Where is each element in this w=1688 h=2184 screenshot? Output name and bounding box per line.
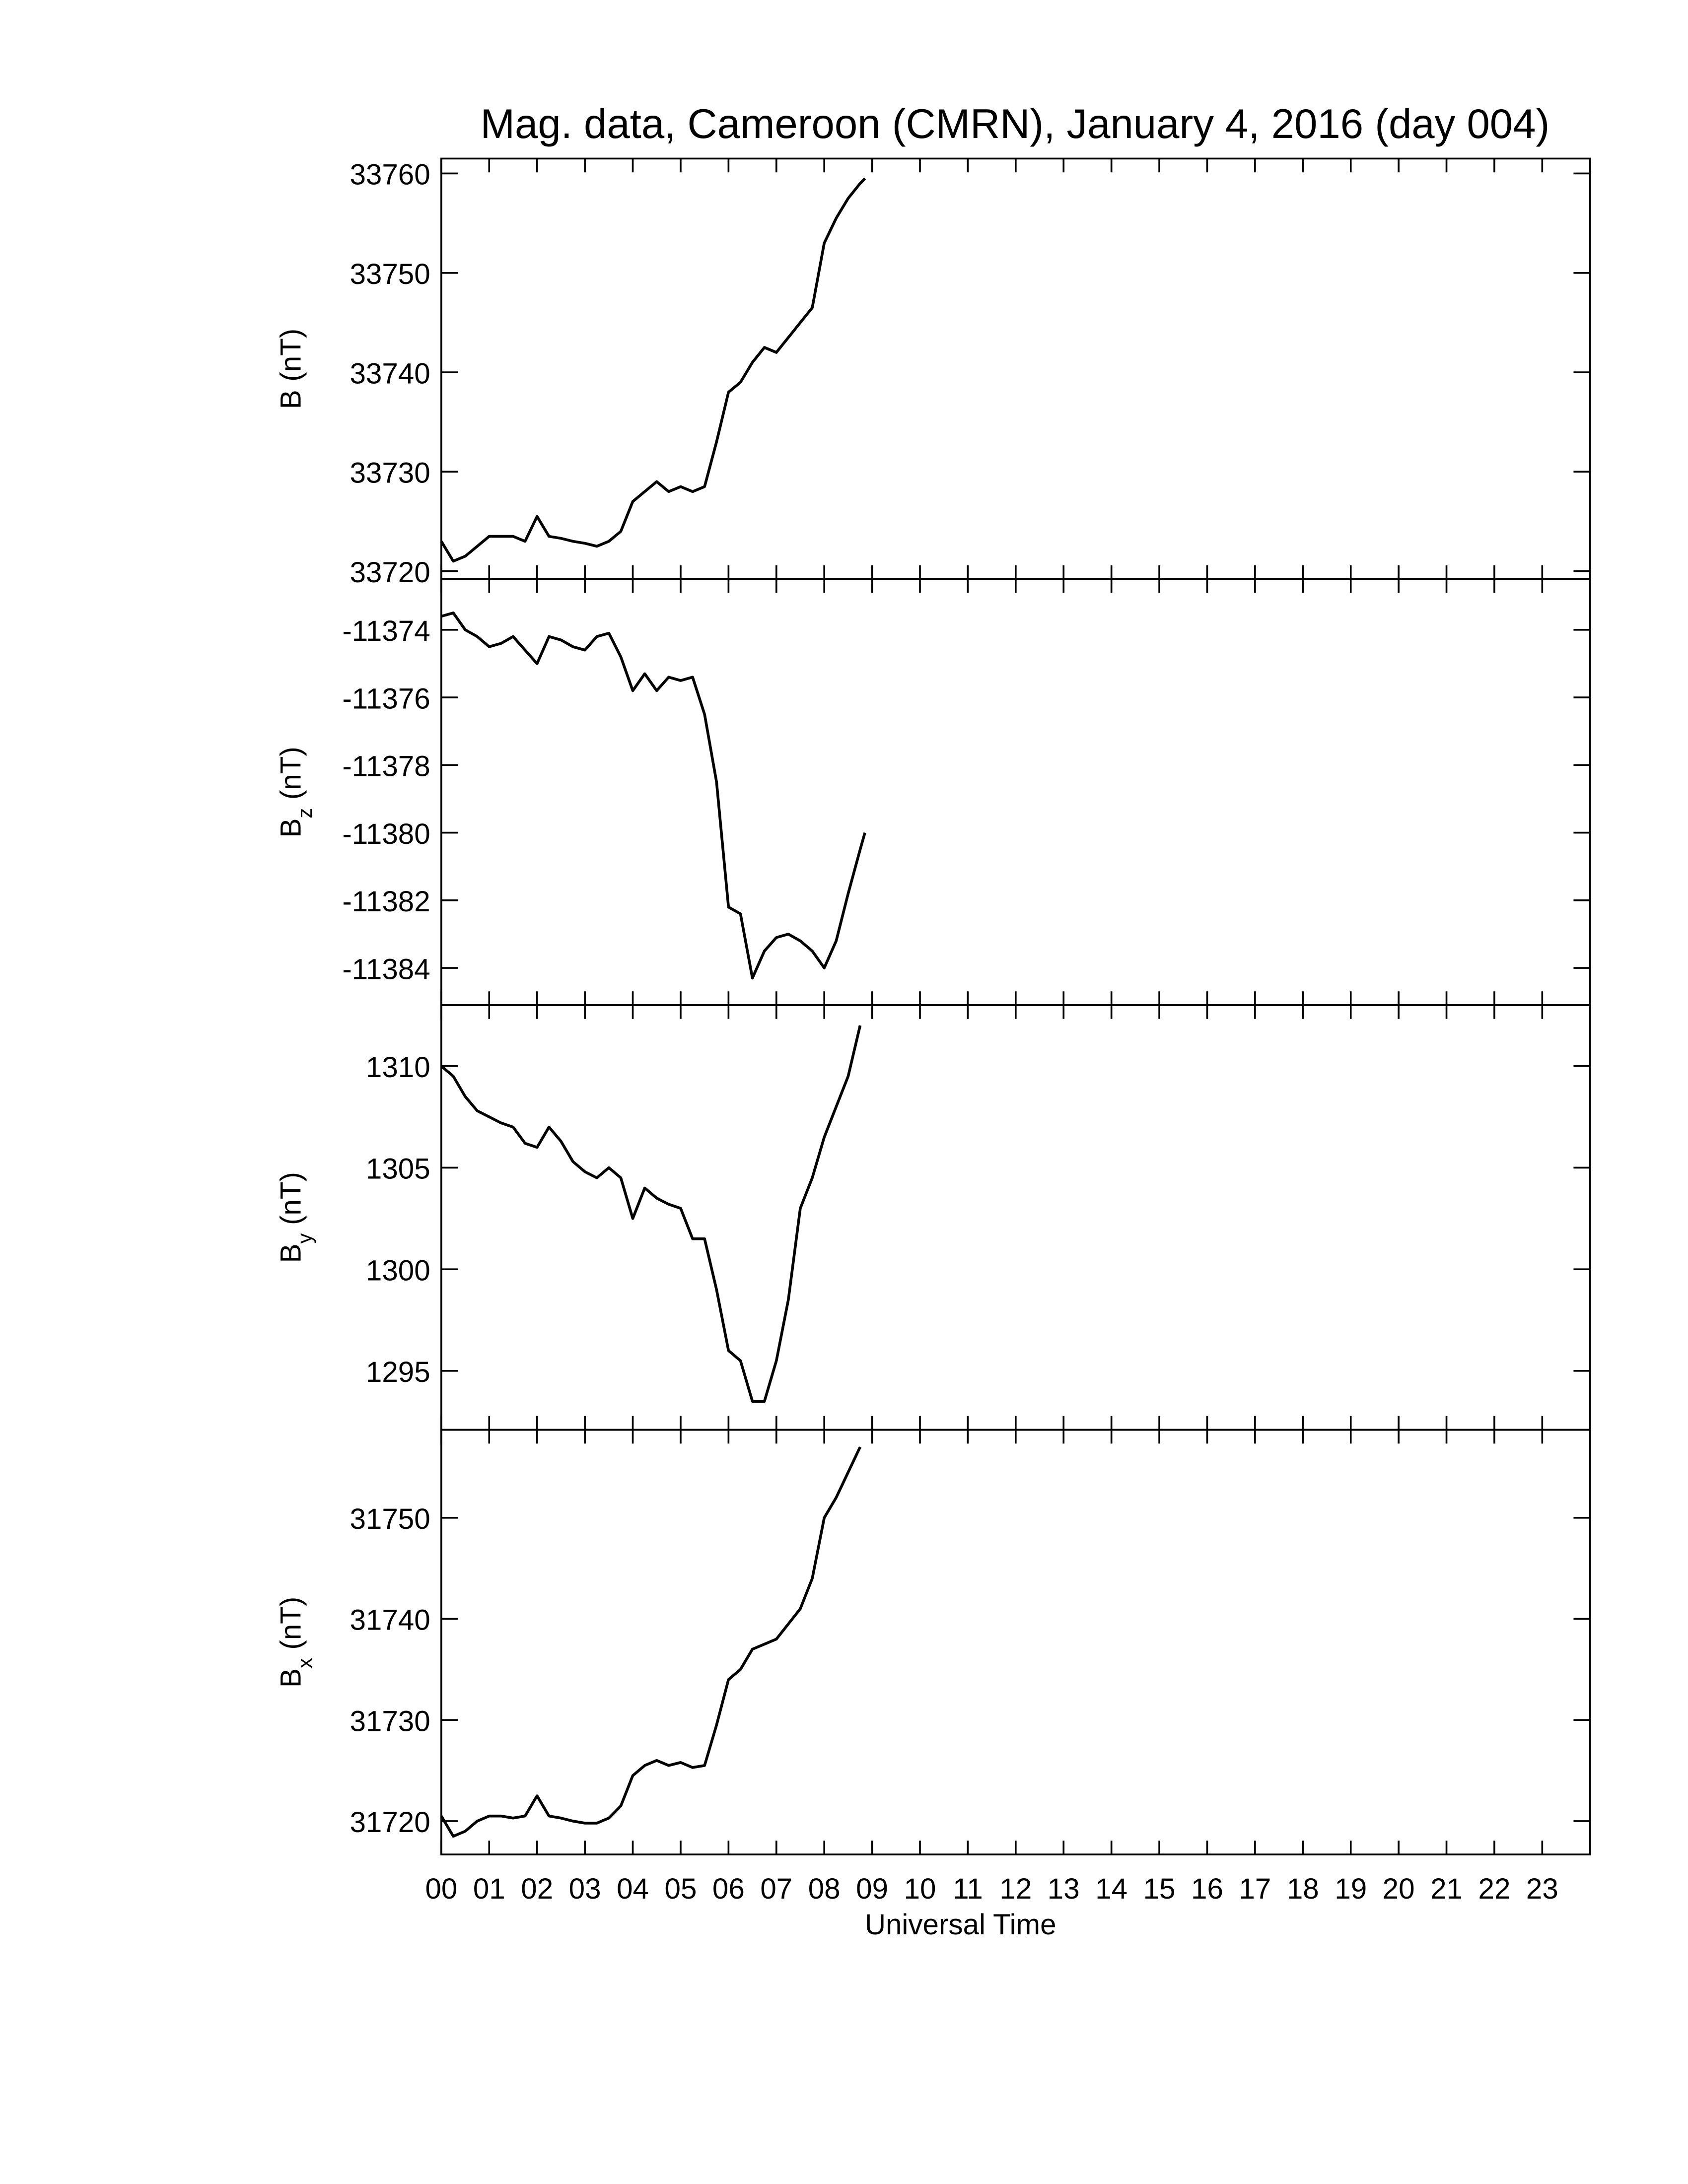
data-line [440, 1446, 862, 1838]
y-tick-label: 1310 [366, 1051, 430, 1084]
x-tick-label: 04 [617, 1873, 649, 1905]
x-tick-label: 16 [1191, 1873, 1223, 1905]
y-label-unit: (nT) [275, 1172, 307, 1225]
x-tick-label: 11 [953, 1873, 983, 1905]
y-label-symbol: B [275, 390, 307, 409]
y-tick-label: 33750 [350, 258, 430, 290]
y-label-symbol: B [275, 1244, 307, 1263]
x-tick-label: 14 [1095, 1873, 1127, 1905]
x-tick-label: 15 [1143, 1873, 1176, 1905]
y-label-symbol: B [275, 1668, 307, 1688]
y-tick-label: 1300 [366, 1254, 430, 1287]
y-label-subscript: y [293, 1233, 316, 1244]
y-tick-label: -11376 [342, 682, 430, 715]
y-tick-label: -11374 [342, 615, 430, 647]
y-label-subscript: z [293, 808, 316, 819]
y-tick-label: 1305 [366, 1153, 430, 1185]
y-tick-label: -11378 [342, 751, 430, 783]
x-tick-label: 01 [473, 1873, 505, 1905]
y-tick-label: -11380 [342, 818, 430, 850]
x-tick-label: 08 [808, 1873, 841, 1905]
y-axis-label: By (nT) [275, 1172, 316, 1263]
x-tick-label: 09 [856, 1873, 888, 1905]
x-tick-label: 21 [1430, 1873, 1463, 1905]
y-axis-label: B (nT) [275, 329, 307, 409]
x-tick-label: 05 [665, 1873, 697, 1905]
y-label-unit: (nT) [275, 329, 307, 382]
y-tick-label: 1295 [366, 1356, 430, 1388]
x-tick-label: 00 [425, 1873, 457, 1905]
y-label-symbol: B [275, 819, 307, 838]
x-tick-label: 17 [1239, 1873, 1271, 1905]
y-tick-label: 31750 [350, 1503, 430, 1535]
chart-title: Mag. data, Cameroon (CMRN), January 4, 2… [481, 101, 1550, 147]
y-tick-label: -11384 [342, 953, 430, 985]
data-line [441, 611, 866, 980]
y-tick-label: 33730 [350, 457, 430, 489]
y-axis-label: Bx (nT) [275, 1597, 316, 1688]
x-tick-label: 19 [1335, 1873, 1367, 1905]
y-label-unit: (nT) [275, 1597, 307, 1650]
y-label-unit: (nT) [275, 747, 307, 800]
y-tick-label: 33720 [350, 556, 430, 589]
data-line [440, 1025, 862, 1403]
x-tick-label: 10 [904, 1873, 936, 1905]
x-tick-label: 02 [521, 1873, 553, 1905]
x-tick-label: 03 [569, 1873, 601, 1905]
y-label-subscript: x [293, 1658, 316, 1668]
y-tick-label: 31730 [350, 1705, 430, 1737]
x-tick-label: 12 [999, 1873, 1032, 1905]
x-tick-label: 13 [1048, 1873, 1080, 1905]
y-tick-label: 33740 [350, 357, 430, 390]
data-line [440, 177, 866, 563]
y-tick-label: 31720 [350, 1806, 430, 1839]
x-tick-label: 20 [1383, 1873, 1415, 1905]
y-tick-label: 33760 [350, 159, 430, 191]
x-tick-label: 18 [1287, 1873, 1319, 1905]
x-tick-label: 23 [1526, 1873, 1558, 1905]
x-axis-label: Universal Time [865, 1909, 1056, 1941]
x-tick-label: 22 [1478, 1873, 1511, 1905]
y-tick-label: 31740 [350, 1604, 430, 1637]
y-axis-label: Bz (nT) [275, 747, 316, 837]
y-tick-label: -11382 [342, 886, 430, 918]
x-tick-label: 06 [712, 1873, 745, 1905]
x-tick-label: 07 [760, 1873, 792, 1905]
